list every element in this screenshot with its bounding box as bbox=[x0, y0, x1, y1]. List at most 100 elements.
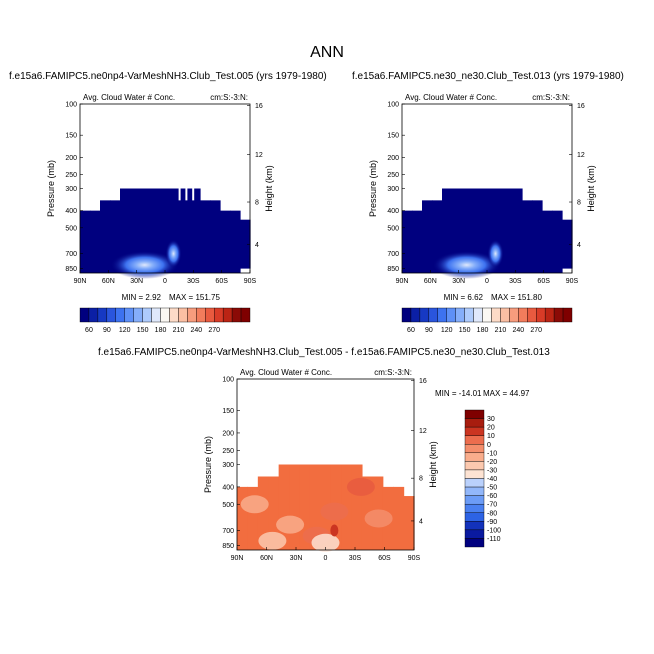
y-axis-label: Pressure (mb) bbox=[46, 160, 56, 217]
y-tick-label: 700 bbox=[65, 251, 77, 258]
y-tick-label: 200 bbox=[222, 430, 234, 437]
x-tick-label: 30S bbox=[349, 555, 362, 562]
y-tick-label: 100 bbox=[65, 102, 77, 109]
panel-2-plot: Avg. Cloud Water # Conc. cm:S:-3:N: 90N 60N… bbox=[368, 93, 596, 334]
max-label: MAX = 44.97 bbox=[483, 389, 530, 398]
y-tick-label: 500 bbox=[222, 502, 234, 509]
field-maximum bbox=[110, 251, 179, 279]
field-band bbox=[247, 486, 259, 550]
x-tick-label: 30N bbox=[452, 278, 465, 285]
y-tick-label: 150 bbox=[65, 133, 77, 140]
field-band bbox=[237, 486, 249, 550]
colorbar-label: 20 bbox=[487, 425, 495, 432]
colorbar-label: -110 bbox=[487, 536, 501, 543]
colorbar-label: -50 bbox=[487, 485, 497, 492]
y-tick-label: 300 bbox=[65, 186, 77, 193]
field-band bbox=[289, 464, 301, 550]
field-band bbox=[240, 219, 251, 269]
panel-3-plot: Avg. Cloud Water # Conc. cm:S:-3:N: 90N 60N… bbox=[203, 368, 530, 562]
x-tick-label: 0 bbox=[485, 278, 489, 285]
field-band bbox=[432, 200, 443, 273]
field-patch bbox=[276, 515, 305, 534]
colorbar-box bbox=[464, 418, 485, 428]
field-band bbox=[100, 200, 111, 273]
colorbar-box bbox=[464, 409, 485, 419]
field-band bbox=[110, 200, 121, 273]
field-band bbox=[220, 210, 231, 273]
colorbar-box bbox=[187, 307, 197, 323]
panel-3-units-label: cm:S:-3:N: bbox=[374, 368, 412, 377]
colorbar-box bbox=[500, 307, 510, 323]
min-label: MIN = 6.62 bbox=[444, 293, 484, 302]
field-band bbox=[200, 200, 211, 273]
colorbar-box bbox=[544, 307, 555, 323]
y2-tick-label: 12 bbox=[419, 428, 427, 435]
colorbar-box bbox=[133, 307, 143, 323]
colorbar-box bbox=[178, 307, 188, 323]
field-band bbox=[522, 200, 533, 273]
y-tick-label: 700 bbox=[222, 528, 234, 535]
y-tick-label: 250 bbox=[65, 172, 77, 179]
colorbar-box bbox=[142, 307, 152, 323]
max-label: MAX = 151.75 bbox=[169, 293, 220, 302]
y-tick-label: 200 bbox=[387, 155, 399, 162]
panel-2-field bbox=[402, 188, 573, 279]
colorbar-box bbox=[169, 307, 179, 323]
field-band bbox=[341, 464, 353, 550]
panel-1-units-label: cm:S:-3:N: bbox=[210, 93, 248, 102]
field-band bbox=[462, 188, 473, 273]
field-band bbox=[452, 188, 463, 273]
panel-1-title: f.e15a6.FAMIPC5.ne0np4-VarMeshNH3.Club_T… bbox=[9, 71, 327, 82]
y2-tick-label: 16 bbox=[577, 103, 585, 110]
x-tick-label: 0 bbox=[163, 278, 167, 285]
y-axis-label: Pressure (mb) bbox=[368, 160, 378, 217]
panel-2-variable-label: Avg. Cloud Water # Conc. bbox=[405, 93, 497, 102]
y2-tick-label: 16 bbox=[255, 103, 263, 110]
colorbar-box bbox=[464, 461, 485, 471]
field-band bbox=[403, 496, 415, 550]
x-tick-label: 60S bbox=[378, 555, 391, 562]
colorbar-box bbox=[464, 478, 485, 488]
max-label: MAX = 151.80 bbox=[491, 293, 542, 302]
colorbar-box bbox=[509, 307, 519, 323]
field-band bbox=[120, 188, 131, 273]
colorbar-box bbox=[455, 307, 465, 323]
colorbar-box bbox=[473, 307, 483, 323]
field-band bbox=[268, 476, 280, 550]
y2-tick-label: 8 bbox=[419, 476, 423, 483]
colorbar-box bbox=[464, 435, 485, 445]
field-band bbox=[402, 210, 413, 273]
colorbar-box bbox=[464, 486, 485, 496]
y-tick-label: 200 bbox=[65, 155, 77, 162]
field-gap bbox=[185, 188, 188, 201]
colorbar-label: 90 bbox=[103, 327, 111, 334]
y2-tick-label: 12 bbox=[255, 152, 263, 159]
field-band bbox=[309, 464, 321, 550]
y2-tick-label: 4 bbox=[255, 242, 259, 249]
x-tick-label: 90N bbox=[396, 278, 409, 285]
y2-tick-label: 8 bbox=[577, 200, 581, 207]
panel-1-plot: Avg. Cloud Water # Conc. cm:S:-3:N: 90N 60N… bbox=[46, 93, 274, 334]
colorbar-box bbox=[151, 307, 161, 323]
min-label: MIN = 2.92 bbox=[122, 293, 162, 302]
field-band bbox=[502, 188, 513, 273]
field-band bbox=[180, 188, 191, 273]
field-band bbox=[140, 188, 151, 273]
y-tick-label: 150 bbox=[222, 408, 234, 415]
colorbar-label: -40 bbox=[487, 476, 497, 483]
panel-3-title: f.e15a6.FAMIPC5.ne0np4-VarMeshNH3.Club_T… bbox=[98, 347, 550, 358]
panel-2-colorbar: 60 90 120 150 180 210 240 270 bbox=[401, 307, 573, 334]
y-tick-label: 850 bbox=[387, 266, 399, 273]
colorbar-box bbox=[464, 521, 485, 531]
colorbar-box bbox=[562, 307, 573, 323]
colorbar-box bbox=[231, 307, 242, 323]
panel-1-field bbox=[80, 188, 251, 279]
field-band bbox=[552, 210, 563, 273]
field-band bbox=[230, 210, 241, 273]
colorbar-label: 180 bbox=[477, 327, 489, 334]
colorbar-label: 0 bbox=[487, 442, 491, 449]
field-band bbox=[442, 188, 453, 273]
field-gap bbox=[192, 188, 195, 201]
colorbar-box bbox=[553, 307, 564, 323]
